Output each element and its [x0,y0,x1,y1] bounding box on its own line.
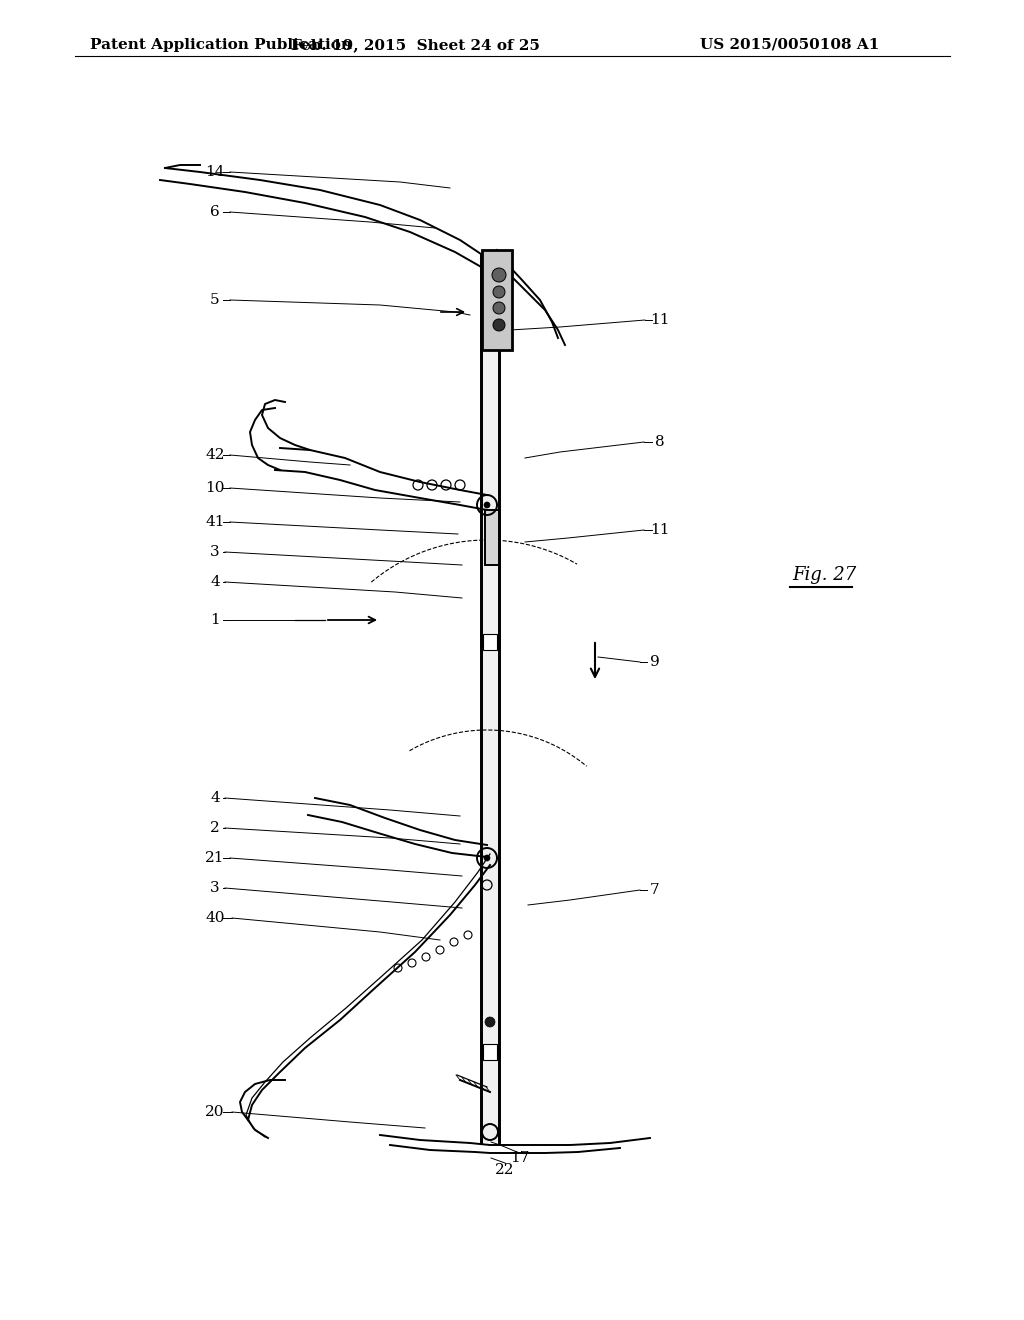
Circle shape [493,319,505,331]
Text: 41: 41 [205,515,224,529]
Bar [483,1044,497,1060]
Text: 9: 9 [650,655,659,669]
Bar [483,634,497,649]
Text: 10: 10 [205,480,224,495]
FancyBboxPatch shape [485,510,499,565]
Text: 3: 3 [210,880,220,895]
Text: 21: 21 [205,851,224,865]
Text: 6: 6 [210,205,220,219]
Text: 17: 17 [510,1151,529,1166]
Circle shape [493,302,505,314]
Text: 4: 4 [210,576,220,589]
Text: 5: 5 [210,293,220,308]
Text: 22: 22 [496,1163,515,1177]
Text: 8: 8 [655,436,665,449]
Circle shape [485,1016,495,1027]
Text: 40: 40 [205,911,224,925]
Text: 11: 11 [650,523,670,537]
FancyBboxPatch shape [482,249,512,350]
Circle shape [484,502,490,508]
Text: 42: 42 [205,447,224,462]
Text: 3: 3 [210,545,220,558]
Text: 7: 7 [650,883,659,898]
Text: Patent Application Publication: Patent Application Publication [90,38,352,51]
Circle shape [492,268,506,282]
Text: Fig. 27: Fig. 27 [792,566,856,583]
Text: 1: 1 [210,612,220,627]
Text: US 2015/0050108 A1: US 2015/0050108 A1 [700,38,880,51]
Circle shape [485,521,495,532]
Text: 2: 2 [210,821,220,836]
Text: Feb. 19, 2015  Sheet 24 of 25: Feb. 19, 2015 Sheet 24 of 25 [291,38,540,51]
Text: 11: 11 [650,313,670,327]
Circle shape [493,286,505,298]
Text: 4: 4 [210,791,220,805]
Circle shape [484,855,490,861]
Text: 14: 14 [205,165,224,180]
FancyBboxPatch shape [481,255,499,1142]
Text: 20: 20 [205,1105,224,1119]
